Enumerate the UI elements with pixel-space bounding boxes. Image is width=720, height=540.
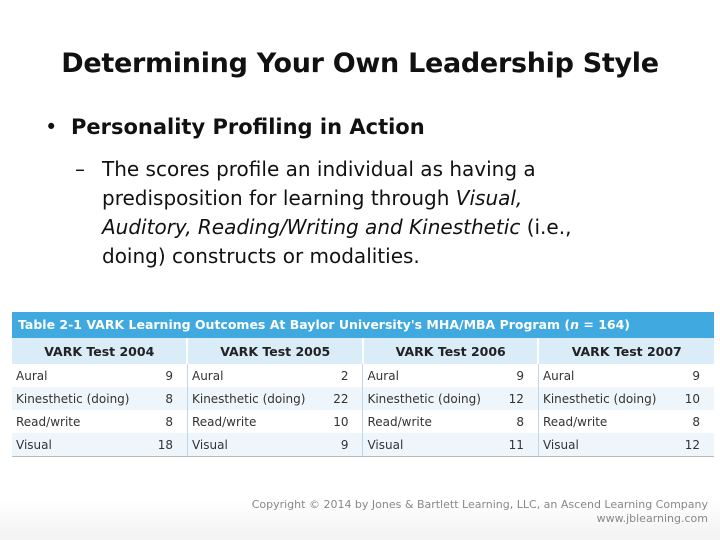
caption-text: Table 2-1 VARK Learning Outcomes At Bayl… (18, 317, 571, 332)
bullet-dot-icon: • (45, 115, 58, 139)
cell-label: Kinesthetic (doing) (362, 387, 483, 410)
slide-title: Determining Your Own Leadership Style (61, 48, 659, 79)
cell-label: Kinesthetic (doing) (12, 387, 132, 410)
cell-label: Read/write (16, 414, 81, 429)
header-2005: VARK Test 2005 (186, 338, 363, 364)
website-text: www.jblearning.com (596, 512, 708, 525)
cell-value: 8 (482, 410, 539, 433)
header-2006: VARK Test 2006 (361, 338, 539, 364)
bullet-item: • Personality Profiling in Action (45, 115, 695, 139)
cell-label: Read/write (191, 414, 257, 429)
vark-data-table: VARK Test 2004 VARK Test 2005 VARK Test … (12, 338, 714, 457)
sub-line-3-text: (i.e., (520, 215, 572, 239)
bullet-text: Personality Profiling in Action (71, 115, 425, 139)
header-2007: VARK Test 2007 (537, 338, 714, 364)
cell-label: Read/write (542, 414, 608, 429)
cell-label: Visual (187, 433, 307, 457)
table-row: Read/write 8 Read/write 10 Read/write 8 … (12, 410, 714, 433)
copyright-notice: Copyright © 2014 by Jones & Bartlett Lea… (252, 498, 708, 526)
sub-line-1: The scores profile an individual as havi… (102, 157, 536, 181)
cell-label: Visual (12, 433, 132, 457)
dash-icon: – (75, 157, 85, 181)
table-row: Kinesthetic (doing) 8 Kinesthetic (doing… (12, 387, 714, 410)
vark-table: Table 2-1 VARK Learning Outcomes At Bayl… (12, 312, 714, 457)
cell-value: 9 (306, 433, 364, 457)
cell-value: 9 (692, 368, 700, 383)
cell-label: Aural (542, 368, 575, 383)
cell-value: 8 (131, 410, 188, 433)
footer-shade (0, 500, 720, 540)
cell-value: 8 (131, 387, 188, 410)
cell-label: Aural (367, 368, 399, 383)
caption-n: n (570, 317, 580, 332)
cell-label: Aural (16, 368, 48, 383)
caption-count: = 164) (579, 317, 631, 332)
cell-value: 9 (482, 364, 539, 387)
cell-label: Read/write (367, 414, 432, 429)
table-caption: Table 2-1 VARK Learning Outcomes At Bayl… (12, 312, 714, 338)
sub-line-3-italic: Auditory, Reading/Writing and Kinestheti… (102, 215, 521, 239)
cell-value: 18 (131, 433, 188, 457)
table-row: Visual 18 Visual 9 Visual 11 Visual 12 (12, 433, 714, 457)
cell-label: Visual (362, 433, 483, 457)
cell-value: 10 (306, 410, 364, 433)
cell-label: Kinesthetic (doing) (538, 387, 658, 410)
header-2004: VARK Test 2004 (12, 338, 188, 364)
cell-value: 11 (482, 433, 539, 457)
cell-value: 10 (657, 387, 714, 410)
sub-line-3: Auditory, Reading/Writing and Kinestheti… (75, 213, 685, 242)
cell-label: Visual (538, 433, 658, 457)
cell-value: 22 (306, 387, 364, 410)
cell-label: Aural (191, 368, 224, 383)
cell-value: 2 (306, 364, 364, 387)
sub-line-4: doing) constructs or modalities. (102, 244, 420, 268)
cell-value: 12 (657, 433, 714, 457)
cell-value: 8 (692, 414, 700, 429)
sub-line-2-text: predisposition for learning through (102, 186, 456, 210)
sub-bullet: – The scores profile an individual as ha… (75, 155, 685, 271)
cell-value: 9 (131, 364, 188, 387)
cell-value: 12 (482, 387, 539, 410)
cell-label: Kinesthetic (doing) (187, 387, 307, 410)
copyright-text: Copyright © 2014 by Jones & Bartlett Lea… (251, 498, 708, 511)
sub-line-2-italic: Visual, (455, 186, 523, 210)
sub-line-2: predisposition for learning through Visu… (75, 184, 685, 213)
table-row: Aural 9 Aural 2 Aural 9 Aural 9 (12, 364, 714, 387)
table-header-row: VARK Test 2004 VARK Test 2005 VARK Test … (12, 338, 714, 364)
